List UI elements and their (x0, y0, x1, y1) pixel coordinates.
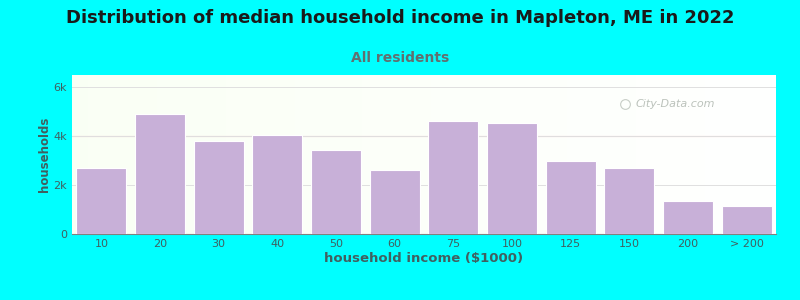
Bar (135, 114, 185, 234)
X-axis label: household income ($1000): household income ($1000) (325, 252, 523, 265)
Bar (311, 150, 361, 234)
Bar (370, 170, 419, 234)
Bar (663, 201, 713, 234)
Bar (77, 168, 126, 234)
Text: Distribution of median household income in Mapleton, ME in 2022: Distribution of median household income … (66, 9, 734, 27)
Text: All residents: All residents (351, 51, 449, 65)
Bar (253, 135, 302, 234)
Bar (722, 206, 771, 234)
Bar (605, 168, 654, 234)
Text: City-Data.com: City-Data.com (635, 99, 714, 109)
Y-axis label: households: households (38, 117, 50, 192)
Bar (546, 160, 595, 234)
Bar (487, 123, 537, 234)
Bar (194, 141, 243, 234)
Bar (429, 122, 478, 234)
